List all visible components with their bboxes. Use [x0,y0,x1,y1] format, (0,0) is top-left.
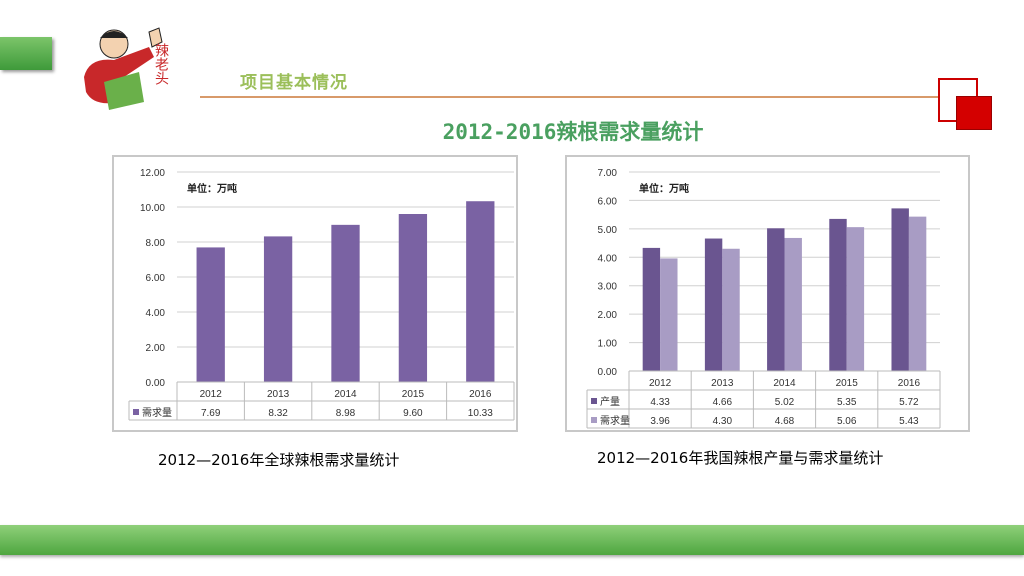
y-tick-label: 5.00 [598,225,618,236]
divider [200,96,990,98]
bar [331,224,360,382]
caption-left: 2012—2016年全球辣根需求量统计 [158,451,400,469]
data-label: 5.43 [899,416,919,427]
bar [466,201,495,382]
decor-bottom-bar [0,525,1024,555]
data-label: 9.60 [403,408,423,419]
section-title: 项目基本情况 [240,73,348,93]
legend-swatch [133,409,139,415]
y-tick-label: 2.00 [146,343,166,354]
y-tick-label: 0.00 [146,378,166,389]
data-label: 4.66 [713,397,733,408]
x-tick-label: 2016 [898,378,921,389]
x-tick-label: 2013 [711,378,734,389]
chart-svg: 0.00 1.00 2.00 3.00 4.00 5.00 6.00 7.00 单位：万吨 201… [586,168,941,429]
data-label: 8.98 [336,408,356,419]
caption-right: 2012—2016年我国辣根产量与需求量统计 [597,449,884,467]
y-tick-label: 7.00 [598,168,618,179]
data-label: 4.30 [713,416,733,427]
legend-label: 需求量 [600,415,630,427]
logo-text: 辣老头 [154,43,170,85]
data-label: 5.35 [837,397,857,408]
x-tick-label: 2012 [200,389,223,400]
y-tick-label: 0.00 [598,367,618,378]
logo: 辣老头 [84,27,170,110]
main-title: 2012-2016辣根需求量统计 [442,120,704,144]
y-tick-label: 3.00 [598,282,618,293]
bar [908,216,927,371]
bar [784,237,802,371]
data-label: 5.02 [775,397,795,408]
bar [891,208,909,371]
data-label: 5.72 [899,397,919,408]
y-tick-label: 6.00 [146,273,166,284]
y-tick-label: 8.00 [146,238,166,249]
y-tick-label: 2.00 [598,310,618,321]
bar [263,236,293,382]
legend-swatch [591,398,597,404]
unit-label: 单位：万吨 [639,182,689,195]
chart-svg: 0.00 2.00 4.00 6.00 8.00 10.00 12.00 单位：万吨 2012 2… [128,168,515,421]
bar [846,227,865,371]
unit-label: 单位：万吨 [187,182,237,195]
chart-global-demand: 0.00 2.00 4.00 6.00 8.00 10.00 12.00 单位：万吨 2012 2… [112,155,518,432]
y-tick-label: 4.00 [598,253,618,264]
x-tick-label: 2016 [469,389,492,400]
legend-label: 产量 [600,395,620,408]
y-tick-label: 4.00 [146,308,166,319]
bar [704,238,723,371]
data-label: 8.32 [268,408,288,419]
x-tick-label: 2015 [402,389,425,400]
y-tick-label: 6.00 [598,196,618,207]
bar [767,228,785,371]
data-label: 7.69 [201,408,221,419]
y-tick-label: 10.00 [140,203,165,214]
data-label: 4.33 [650,397,670,408]
data-label: 10.33 [468,408,493,419]
legend-swatch [591,417,597,423]
bar [196,247,225,382]
data-label: 4.68 [775,416,795,427]
x-tick-label: 2012 [649,378,672,389]
data-label: 5.06 [837,416,857,427]
data-label: 3.96 [650,416,670,427]
x-tick-label: 2014 [334,389,357,400]
y-tick-label: 12.00 [140,168,165,179]
bar [398,214,428,382]
bar [660,258,678,371]
x-tick-label: 2015 [836,378,859,389]
bar [829,218,847,371]
legend-label: 需求量 [142,407,172,419]
y-tick-label: 1.00 [598,339,618,350]
x-tick-label: 2014 [773,378,796,389]
decor-square-red [956,96,992,130]
x-tick-label: 2013 [267,389,290,400]
chart-china-production-demand: 0.00 1.00 2.00 3.00 4.00 5.00 6.00 7.00 单位：万吨 201… [565,155,970,432]
decor-green-tab [0,37,52,70]
bar [722,248,740,371]
bar [642,247,661,371]
